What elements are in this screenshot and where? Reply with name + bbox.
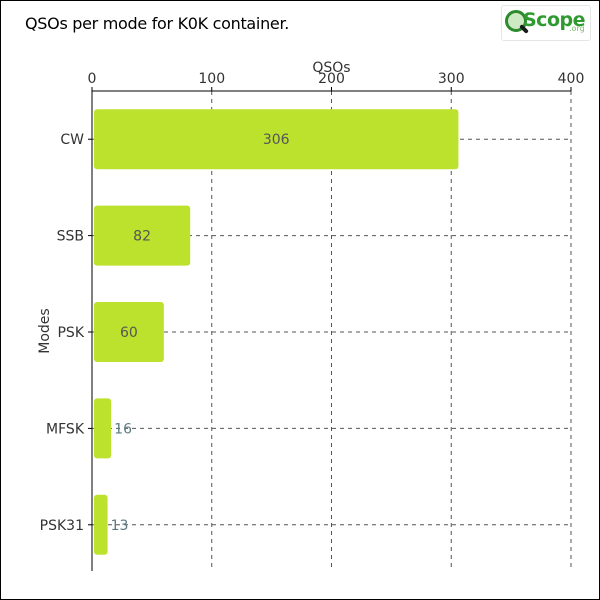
y-tick-label: MFSK: [46, 421, 85, 437]
x-tick-label: 200: [318, 71, 345, 87]
logo-text: Scope: [523, 9, 586, 31]
y-tick-label: CW: [60, 132, 84, 148]
bar: [94, 205, 191, 266]
bar: [94, 398, 112, 459]
bars: 306 82 60 16 13: [94, 109, 459, 555]
bar: [94, 302, 164, 362]
x-tick-label: 100: [198, 71, 225, 87]
grid-lines: [92, 91, 572, 571]
bar: [94, 109, 459, 170]
bar-value-label: 16: [114, 421, 132, 437]
x-tick-label: 300: [438, 71, 465, 87]
bar-value-label: 13: [111, 518, 129, 534]
bar-value-label: 60: [120, 325, 138, 341]
chart-title: QSOs per mode for K0K container.: [25, 14, 290, 33]
y-tick-label: SSB: [57, 229, 84, 245]
y-tick-label: PSK: [57, 325, 84, 341]
qscope-logo[interactable]: Scope .org: [501, 5, 591, 41]
x-axis-title: QSOs: [312, 60, 350, 76]
x-tick-label: 0: [88, 71, 97, 87]
axes: 0 100 200 300 400 CW SSB PSK MFSK PSK31: [40, 71, 585, 571]
x-tick-label: 400: [558, 71, 585, 87]
bar: [94, 494, 108, 555]
bar-value-label: 306: [263, 132, 290, 148]
logo-suffix: .org: [569, 24, 585, 33]
y-axis-title: Modes: [37, 308, 53, 353]
bar-value-label: 82: [133, 229, 151, 245]
y-tick-label: PSK31: [40, 518, 84, 534]
